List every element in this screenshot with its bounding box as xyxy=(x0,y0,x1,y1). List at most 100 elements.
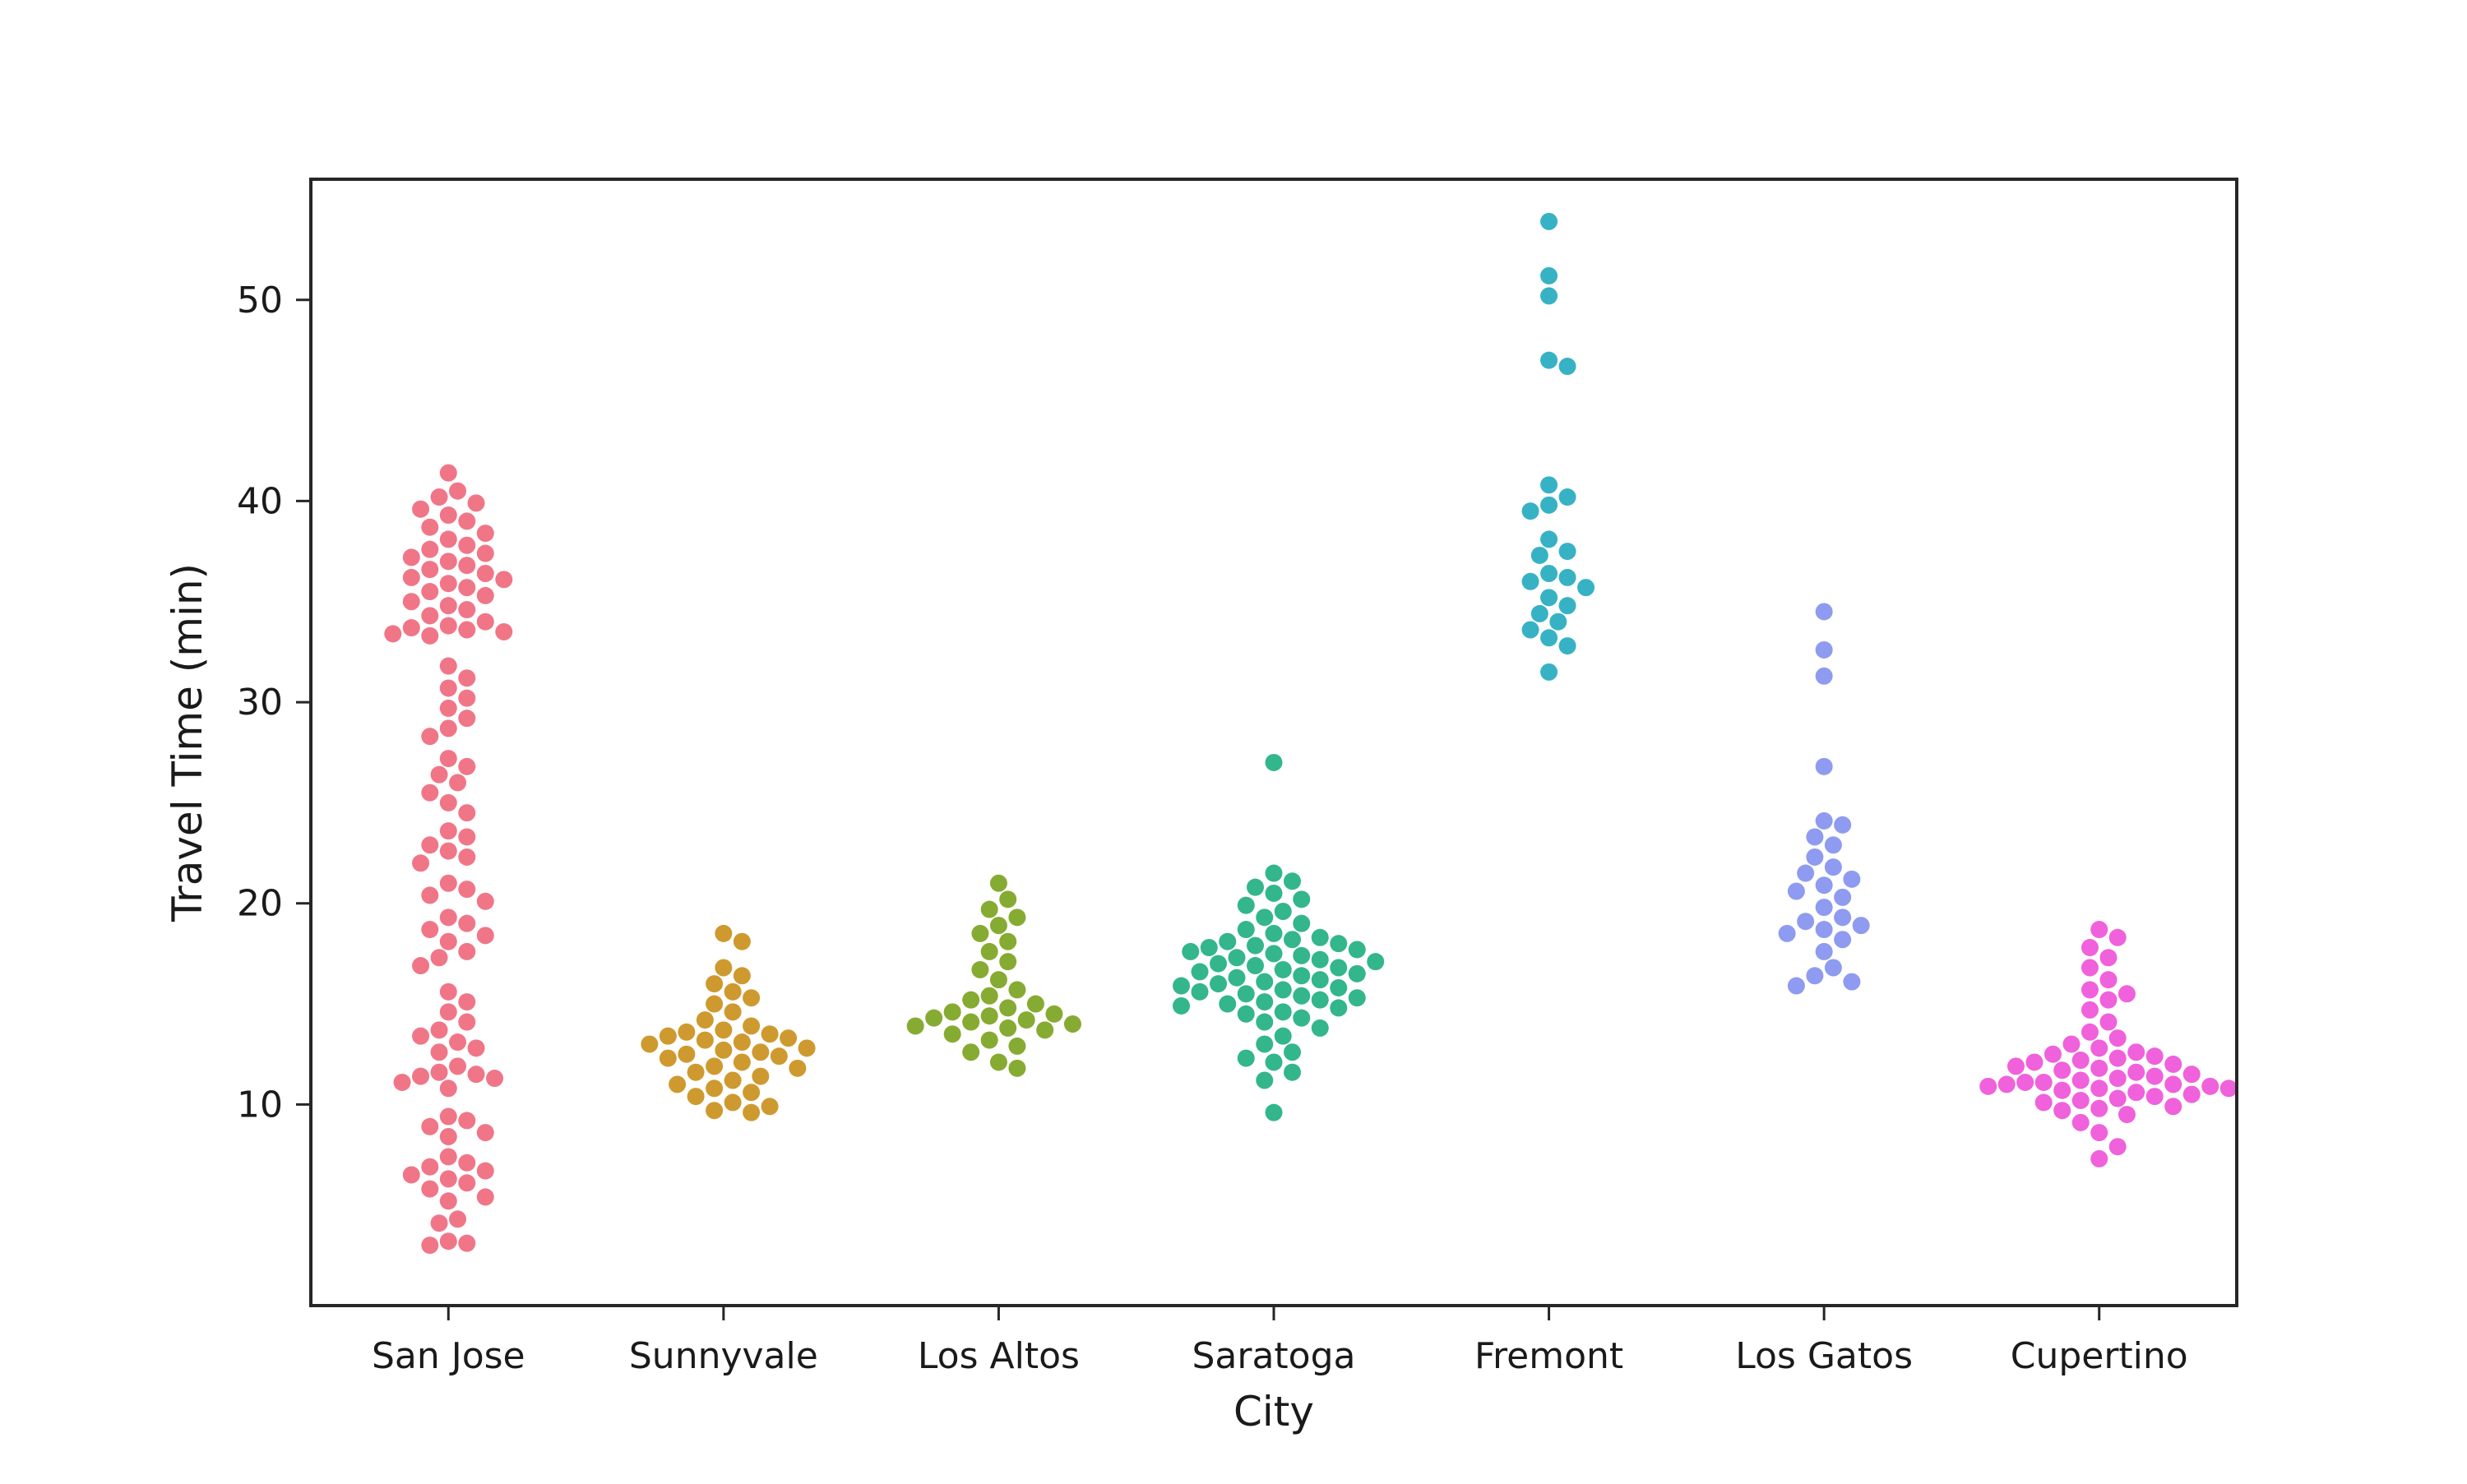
data-point xyxy=(476,586,494,604)
data-point xyxy=(715,1041,733,1059)
data-point xyxy=(430,765,448,784)
data-point xyxy=(1540,287,1558,305)
data-point xyxy=(2145,1088,2164,1106)
data-point xyxy=(1852,917,1870,935)
data-point xyxy=(439,1128,457,1145)
data-point xyxy=(439,552,457,571)
data-point xyxy=(733,1033,751,1052)
data-point xyxy=(1274,1027,1292,1045)
data-point xyxy=(430,1063,448,1081)
data-point xyxy=(458,669,476,687)
data-point xyxy=(1173,996,1190,1015)
data-point xyxy=(962,1043,980,1061)
data-point xyxy=(706,1057,724,1075)
data-point xyxy=(412,854,430,872)
data-point xyxy=(439,575,457,593)
data-point xyxy=(476,1124,494,1142)
data-point xyxy=(476,1188,494,1206)
data-point xyxy=(1191,982,1209,1001)
data-point xyxy=(2062,1035,2081,1053)
data-point xyxy=(1247,957,1264,975)
data-point xyxy=(1540,565,1558,582)
data-point xyxy=(1540,589,1558,607)
data-point xyxy=(1549,613,1567,631)
data-point xyxy=(1521,572,1539,590)
data-point xyxy=(1558,597,1576,615)
data-point xyxy=(1787,882,1805,900)
data-point xyxy=(1367,953,1385,971)
data-point xyxy=(402,548,420,566)
data-point xyxy=(1778,924,1796,942)
data-point xyxy=(1824,836,1842,854)
data-point xyxy=(1274,960,1292,978)
data-point xyxy=(752,1067,770,1085)
data-point xyxy=(458,914,476,932)
data-point xyxy=(439,617,457,635)
y-tick-label: 40 xyxy=(237,480,283,522)
data-point xyxy=(706,975,724,993)
data-point xyxy=(421,583,439,601)
data-point xyxy=(458,848,476,866)
data-point xyxy=(1530,546,1548,564)
x-tick-label: Saratoga xyxy=(1192,1335,1355,1377)
data-point xyxy=(2043,1045,2062,1063)
data-point xyxy=(1311,991,1329,1009)
data-point xyxy=(2164,1055,2182,1073)
data-point xyxy=(1293,987,1311,1005)
data-point xyxy=(715,924,733,942)
data-point xyxy=(421,1180,439,1198)
data-point xyxy=(495,622,513,640)
data-point xyxy=(1008,1059,1026,1077)
data-point xyxy=(1274,1003,1292,1021)
data-point xyxy=(696,1031,714,1049)
data-point xyxy=(1815,757,1833,775)
data-point xyxy=(412,1067,430,1085)
y-tick-label: 10 xyxy=(237,1084,283,1126)
data-point xyxy=(439,719,457,737)
data-point xyxy=(1824,959,1842,977)
data-point xyxy=(798,1039,816,1057)
data-point xyxy=(980,900,998,918)
data-point xyxy=(1219,932,1237,950)
data-point xyxy=(1540,266,1558,284)
data-point xyxy=(2108,1029,2127,1047)
data-point xyxy=(458,1112,476,1130)
data-point xyxy=(421,607,439,625)
data-point xyxy=(458,689,476,707)
data-point xyxy=(1256,1035,1274,1053)
data-point xyxy=(2118,985,2136,1003)
data-point xyxy=(2034,1093,2053,1112)
data-point xyxy=(1210,975,1227,993)
data-point xyxy=(1293,914,1311,932)
data-point xyxy=(439,874,457,892)
data-point xyxy=(1577,579,1595,597)
data-point xyxy=(2053,1061,2071,1079)
data-point xyxy=(439,1107,457,1126)
data-point xyxy=(2071,1052,2090,1070)
data-point xyxy=(999,999,1017,1017)
x-tick-label: San Jose xyxy=(372,1335,525,1377)
data-point xyxy=(421,886,439,904)
data-point xyxy=(925,1009,943,1027)
data-point xyxy=(980,987,998,1005)
data-point xyxy=(421,518,439,536)
data-point xyxy=(641,1035,659,1053)
data-point xyxy=(458,993,476,1011)
data-point xyxy=(2034,1073,2053,1091)
data-point xyxy=(1806,828,1824,846)
data-point xyxy=(1200,939,1218,957)
data-point xyxy=(1265,1103,1283,1121)
data-point xyxy=(430,1021,448,1039)
data-point xyxy=(2108,1089,2127,1107)
data-point xyxy=(421,1158,439,1176)
data-point xyxy=(1540,351,1558,369)
data-point xyxy=(1008,981,1026,999)
data-point xyxy=(467,1066,485,1084)
points-layer xyxy=(384,212,2238,1255)
data-point xyxy=(495,571,513,589)
data-point xyxy=(1815,876,1833,895)
data-point xyxy=(458,601,476,619)
data-point xyxy=(1797,864,1815,882)
data-point xyxy=(421,626,439,645)
data-point xyxy=(439,982,457,1001)
